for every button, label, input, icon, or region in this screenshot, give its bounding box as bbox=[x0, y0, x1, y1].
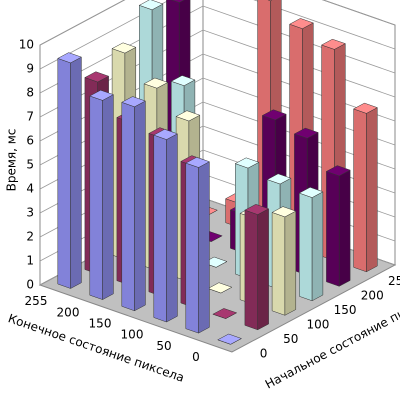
x-tick-label: 50 bbox=[156, 339, 171, 353]
bar-top bbox=[143, 77, 169, 89]
y-tick-label: 9 bbox=[26, 62, 34, 76]
z-tick-label: 100 bbox=[306, 317, 329, 331]
bar-left-face bbox=[185, 162, 199, 334]
y-tick-label: 0 bbox=[26, 278, 34, 292]
bar-top bbox=[320, 38, 346, 50]
y-tick-label: 2 bbox=[26, 230, 34, 244]
bar-left-face bbox=[89, 95, 103, 300]
bar-top bbox=[185, 157, 211, 168]
bar bbox=[244, 204, 270, 331]
bar-top bbox=[266, 173, 292, 185]
y-tick-label: 8 bbox=[26, 86, 34, 100]
bar bbox=[298, 187, 324, 302]
bar-right-face bbox=[311, 191, 324, 302]
y-axis-title: Время, мс bbox=[5, 129, 19, 192]
bar bbox=[212, 308, 238, 319]
bar-left-face bbox=[244, 209, 258, 331]
y-tick-label: 3 bbox=[26, 206, 34, 220]
bar-right-face bbox=[198, 161, 210, 334]
bar-top bbox=[153, 129, 179, 140]
z-tick-label: 50 bbox=[283, 332, 298, 346]
x-tick-label: 150 bbox=[89, 316, 112, 330]
y-tick-label: 5 bbox=[26, 158, 34, 172]
bar-right-face bbox=[134, 100, 146, 312]
bar-left-face bbox=[326, 171, 340, 287]
bar-top bbox=[170, 75, 196, 86]
bar-right-face bbox=[257, 208, 269, 331]
bar-top bbox=[267, 0, 273, 1]
bar-right-face bbox=[166, 133, 178, 323]
bar-left-face bbox=[153, 134, 167, 323]
bar-top bbox=[271, 206, 297, 218]
bar-top bbox=[325, 165, 351, 177]
y-tick-label: 10 bbox=[19, 38, 34, 52]
bar-top bbox=[84, 71, 110, 83]
bar-top bbox=[352, 102, 378, 114]
z-tick-label: 0 bbox=[260, 346, 268, 360]
bar bbox=[325, 165, 351, 287]
bar-top bbox=[89, 89, 115, 101]
bar-left-face bbox=[57, 58, 71, 289]
bar-top bbox=[111, 42, 137, 54]
bar-top bbox=[212, 308, 238, 319]
bar-top bbox=[121, 96, 147, 108]
y-tick-label: 6 bbox=[26, 134, 34, 148]
bar bbox=[271, 206, 297, 316]
x-tick-label: 100 bbox=[121, 328, 144, 342]
bar-top bbox=[234, 157, 260, 169]
bar-top bbox=[288, 18, 314, 29]
bar-top bbox=[207, 282, 233, 294]
bar-right-face bbox=[102, 94, 114, 301]
z-tick-label: 255 bbox=[388, 274, 400, 288]
bar bbox=[217, 333, 243, 345]
bar-left-face bbox=[299, 192, 313, 302]
bar-right-face bbox=[338, 169, 351, 287]
x-tick-label: 255 bbox=[25, 294, 48, 308]
x-tick-label: 200 bbox=[57, 305, 80, 319]
y-tick-label: 1 bbox=[26, 254, 34, 268]
y-tick-label: 4 bbox=[26, 182, 34, 196]
bar-top bbox=[171, 0, 185, 3]
bar-top bbox=[261, 109, 287, 121]
bar-left-face bbox=[121, 101, 135, 312]
bar-right-face bbox=[366, 107, 378, 273]
z-tick-label: 200 bbox=[361, 288, 384, 302]
bar bbox=[89, 89, 115, 301]
bar-top bbox=[293, 127, 319, 139]
bar-top bbox=[138, 0, 164, 11]
bar bbox=[153, 129, 179, 323]
bar bbox=[352, 102, 378, 273]
bar-top bbox=[244, 204, 270, 215]
bar-top bbox=[175, 110, 201, 122]
bar bbox=[121, 96, 147, 312]
bar-top bbox=[298, 187, 324, 198]
x-tick-label: 0 bbox=[192, 350, 200, 364]
bar-right-face bbox=[284, 210, 297, 316]
bar-left-face bbox=[353, 108, 367, 273]
y-tick-label: 7 bbox=[26, 110, 34, 124]
bar-right-face bbox=[70, 56, 82, 289]
grid-line bbox=[39, 0, 396, 70]
z-tick-label: 150 bbox=[334, 303, 357, 317]
bar-left-face bbox=[271, 212, 286, 316]
bar-top bbox=[217, 333, 243, 345]
bar bbox=[57, 52, 83, 289]
bar bbox=[185, 157, 211, 334]
bar-top bbox=[57, 52, 83, 64]
grid-line bbox=[39, 0, 396, 46]
